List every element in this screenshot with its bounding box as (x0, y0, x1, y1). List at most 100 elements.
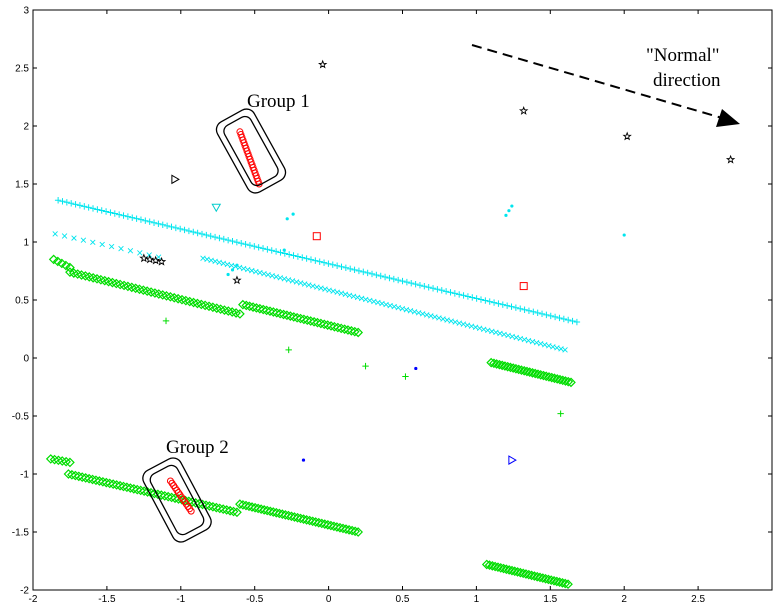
series-1-x-marker (249, 267, 255, 274)
series-0-plus-marker (251, 243, 258, 250)
group-2-outer-box (142, 457, 212, 543)
series-1-x-marker (269, 273, 275, 279)
series-0-plus-marker (447, 289, 454, 296)
series-0-plus-marker (320, 259, 328, 266)
series-0-plus-marker (111, 210, 118, 217)
series-0-plus-marker (115, 211, 123, 218)
series-7-star-marker (139, 253, 149, 263)
series-3-diamond-marker (527, 367, 538, 378)
series-1-x-marker (285, 277, 292, 283)
series-0-plus-marker (107, 209, 114, 216)
series-1-x-marker (497, 330, 503, 337)
series-1-x-marker (281, 276, 288, 282)
series-3-diamond-marker (286, 511, 297, 522)
series-3-diamond-marker (501, 564, 512, 575)
series-1-x-marker (245, 266, 251, 273)
series-1-x-marker (513, 334, 519, 341)
series-3-diamond-marker (128, 483, 139, 494)
series-3-diamond-marker (498, 563, 509, 574)
x-tick-label: 1 (474, 594, 480, 605)
series-3-diamond-marker (537, 573, 548, 583)
series-1-x-marker (399, 305, 406, 312)
series-3-diamond-marker (87, 474, 98, 485)
series-7-star-marker (519, 106, 529, 115)
series-3-diamond-marker (125, 483, 136, 493)
series-1-x-marker (501, 331, 507, 338)
series-1-x-marker (350, 293, 357, 300)
series-0-plus-marker (473, 295, 480, 302)
series-3-diamond-marker (118, 481, 129, 492)
series-0-plus-marker (490, 299, 498, 306)
series-1-x-marker (146, 252, 152, 258)
series-3-diamond-marker (551, 576, 562, 587)
series-3-diamond-marker (540, 573, 551, 584)
series-3-diamond-marker (491, 359, 502, 369)
series-0-plus-marker (76, 202, 84, 209)
series-3-diamond-marker (486, 357, 497, 368)
series-3-diamond-marker (566, 377, 576, 388)
series-3-diamond-marker (232, 507, 242, 518)
series-3-diamond-marker (349, 326, 360, 337)
series-0-plus-marker (556, 314, 563, 322)
normal-direction-arrowhead (716, 109, 740, 127)
series-0-plus-marker (386, 274, 393, 282)
series-3-diamond-marker (484, 560, 495, 571)
series-1-x-marker (415, 310, 422, 316)
series-3-diamond-marker (560, 578, 571, 589)
series-3-diamond-marker (292, 512, 303, 523)
series-7-star-marker (622, 131, 632, 141)
series-0-plus-marker (290, 252, 297, 259)
series-3-diamond-marker (339, 324, 350, 335)
series-1-x-marker (118, 245, 124, 252)
series-0-plus-marker (120, 212, 127, 219)
series-2-dot-marker (285, 217, 289, 221)
series-3-diamond-marker (111, 480, 122, 490)
series-2-dot-marker (504, 213, 508, 217)
series-3-diamond-marker (523, 569, 534, 580)
series-0-plus-marker (355, 267, 363, 275)
series-0-plus-marker (351, 266, 358, 274)
y-tick-label: -1 (20, 470, 29, 481)
series-1-x-marker (456, 320, 463, 326)
series-3-diamond-marker (274, 508, 285, 519)
series-3-diamond-marker (225, 505, 235, 516)
series-1-x-marker (240, 265, 247, 272)
series-3-diamond-marker (563, 579, 573, 590)
series-3-diamond-marker (204, 501, 215, 511)
y-tick-label: 0.5 (15, 296, 29, 307)
series-4-plus-marker (285, 346, 292, 354)
y-tick-label: 1.5 (15, 180, 29, 191)
series-0-plus-marker (163, 222, 171, 230)
series-0-plus-marker (220, 235, 227, 243)
series-4-plus-marker (362, 362, 369, 370)
series-1-x-marker (375, 299, 381, 306)
series-0-plus-marker (216, 234, 223, 242)
series-1-x-marker (200, 255, 206, 261)
series-1-x-marker (432, 314, 438, 320)
series-0-plus-marker (94, 206, 101, 213)
series-3-diamond-marker (135, 485, 146, 496)
series-0-plus-marker (81, 203, 88, 210)
series-0-plus-marker (207, 232, 214, 240)
series-0-plus-marker (530, 308, 537, 316)
series-0-plus-marker (133, 215, 140, 222)
series-0-plus-marker (129, 214, 136, 221)
series-0-plus-marker (168, 223, 175, 231)
series-3-diamond-marker (493, 562, 503, 573)
series-0-plus-marker (569, 317, 576, 325)
series-2-dot-marker (282, 248, 286, 252)
x-tick-label: 0 (326, 594, 332, 605)
series-3-diamond-marker (309, 316, 319, 327)
series-1-x-marker (403, 307, 410, 313)
series-0-plus-marker (85, 204, 92, 211)
series-0-plus-marker (499, 301, 506, 308)
series-3-diamond-marker (122, 482, 132, 493)
series-1-x-marker (517, 335, 524, 342)
series-1-x-marker (546, 343, 552, 349)
series-3-diamond-marker (163, 491, 174, 502)
series-3-diamond-marker (277, 509, 288, 520)
series-1-x-marker (342, 291, 349, 297)
series-0-plus-marker (333, 262, 341, 269)
series-3-diamond-marker (326, 520, 336, 531)
series-0-plus-marker (59, 198, 66, 205)
